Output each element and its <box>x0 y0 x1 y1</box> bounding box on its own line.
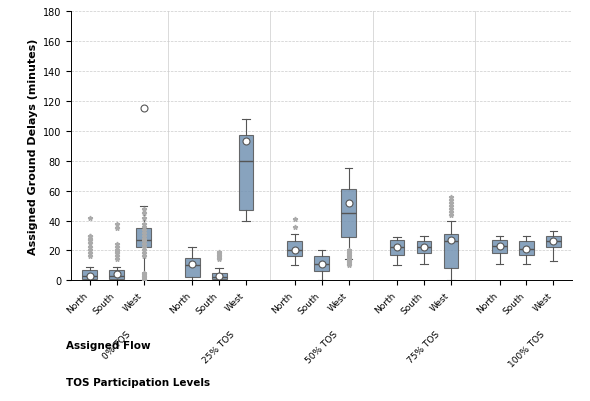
PathPatch shape <box>341 190 356 237</box>
Y-axis label: Assigned Ground Delays (minutes): Assigned Ground Delays (minutes) <box>28 38 38 254</box>
PathPatch shape <box>287 242 302 257</box>
Text: Assigned Flow: Assigned Flow <box>65 340 150 350</box>
PathPatch shape <box>82 270 97 279</box>
PathPatch shape <box>389 240 405 255</box>
PathPatch shape <box>444 235 458 269</box>
Text: 0% TOS: 0% TOS <box>101 329 132 360</box>
PathPatch shape <box>546 236 561 248</box>
PathPatch shape <box>492 240 507 254</box>
PathPatch shape <box>185 258 199 278</box>
Text: 25% TOS: 25% TOS <box>201 329 237 365</box>
PathPatch shape <box>136 229 151 248</box>
PathPatch shape <box>212 273 227 279</box>
PathPatch shape <box>109 270 124 279</box>
PathPatch shape <box>238 136 254 211</box>
Text: TOS Participation Levels: TOS Participation Levels <box>65 377 210 387</box>
Text: 100% TOS: 100% TOS <box>507 329 546 369</box>
PathPatch shape <box>417 242 431 254</box>
Text: 50% TOS: 50% TOS <box>304 329 339 365</box>
PathPatch shape <box>519 242 534 255</box>
PathPatch shape <box>314 257 329 272</box>
Text: 75% TOS: 75% TOS <box>407 329 442 365</box>
